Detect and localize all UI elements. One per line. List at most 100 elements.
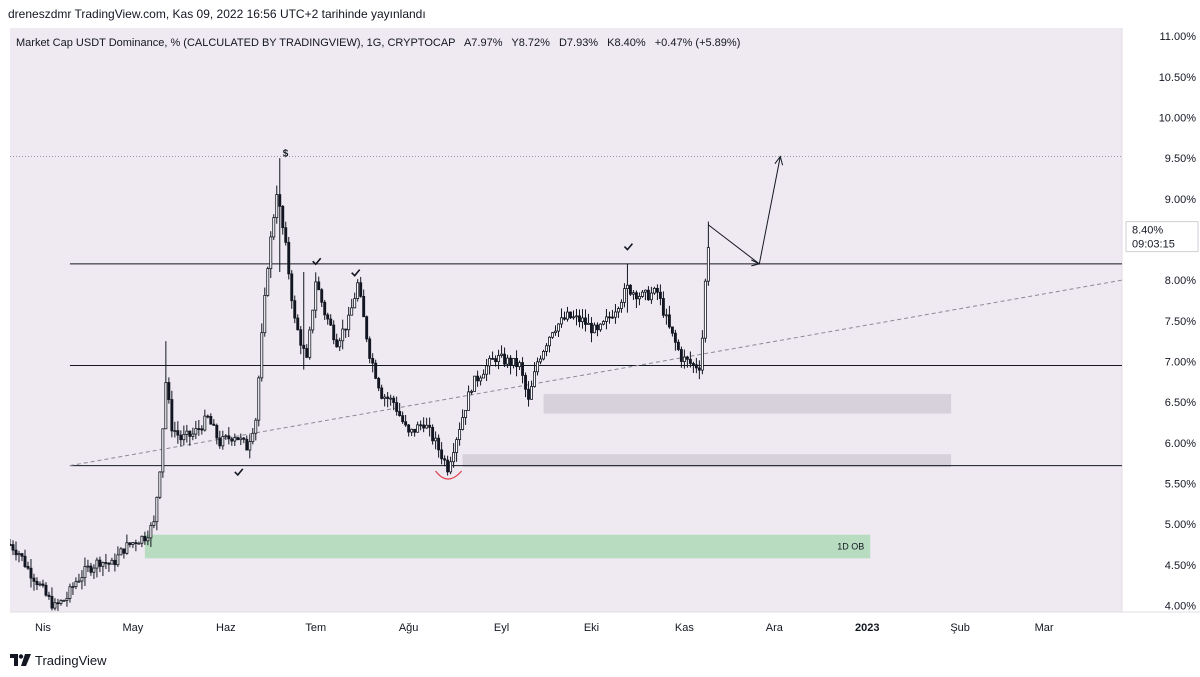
candle-body xyxy=(122,548,126,554)
candle-body xyxy=(68,586,72,599)
y-tick-label: 10.50% xyxy=(1159,72,1197,84)
candle-body xyxy=(257,377,261,421)
candle-body xyxy=(539,358,542,363)
red-arc xyxy=(435,470,463,480)
x-tick-label: 2023 xyxy=(855,622,879,634)
candle-body xyxy=(29,567,33,579)
candle-body xyxy=(284,227,288,243)
y-tick-label: 9.50% xyxy=(1165,153,1196,165)
y-tick-label: 7.50% xyxy=(1165,316,1196,328)
y-tick-label: 11.00% xyxy=(1160,31,1197,43)
candle-body xyxy=(32,577,36,582)
candle-body xyxy=(682,356,686,362)
candle-body xyxy=(455,439,459,453)
candle-body xyxy=(350,307,354,316)
candle-body xyxy=(266,268,270,296)
zone-grey-0 xyxy=(543,394,952,414)
candle-body xyxy=(431,426,435,442)
candle-body xyxy=(137,542,141,545)
candle-body xyxy=(365,316,369,340)
candle-body xyxy=(254,419,258,434)
check-mark xyxy=(234,468,244,477)
candle-body xyxy=(569,311,572,319)
candle-body xyxy=(449,461,453,473)
candle-body xyxy=(670,326,674,334)
candle-body xyxy=(685,356,689,360)
projection-midhead xyxy=(751,259,761,267)
candle-body xyxy=(649,292,653,301)
candle-body xyxy=(491,357,495,360)
candle-body xyxy=(637,296,641,300)
candle-body xyxy=(560,317,563,325)
dashed-trendline xyxy=(69,279,1123,467)
candle-body xyxy=(518,362,521,368)
candle-body xyxy=(338,340,342,348)
candle-body xyxy=(119,548,123,556)
check-mark xyxy=(312,257,322,266)
candle-body xyxy=(658,291,662,299)
legend-close: K8.40% xyxy=(607,37,646,49)
candle-body xyxy=(548,336,551,347)
candle-body xyxy=(20,553,24,557)
candle-body xyxy=(107,562,111,565)
candle-body xyxy=(248,441,252,451)
candlestick-chart[interactable]: 1D OB $4.00% 4.50% 5.00% 5.50% 6.00% 6.50% 7.00… xyxy=(10,28,1200,640)
candle-body xyxy=(392,397,396,403)
candle-body xyxy=(104,562,108,564)
candle-body xyxy=(149,525,153,539)
candle-body xyxy=(140,535,144,544)
candle-body xyxy=(620,301,623,309)
candle-body xyxy=(212,423,216,426)
candle-body xyxy=(332,324,336,341)
candle-body xyxy=(631,292,635,295)
candle-body xyxy=(512,357,515,366)
candle-body xyxy=(407,424,411,433)
candle-body xyxy=(236,437,240,441)
candle-body xyxy=(395,402,399,412)
candle-body xyxy=(353,298,357,309)
candle-body xyxy=(89,565,93,573)
candle-body xyxy=(563,317,566,320)
candle-body xyxy=(80,577,84,582)
candle-body xyxy=(83,566,87,579)
candle-body xyxy=(230,438,234,442)
candle-body xyxy=(164,382,168,430)
candle-body xyxy=(143,535,147,542)
candle-body xyxy=(41,583,45,586)
candle-body xyxy=(77,580,81,583)
candle-body xyxy=(326,314,330,320)
candle-body xyxy=(314,281,318,311)
candle-body xyxy=(452,452,456,463)
footer: TradingView xyxy=(10,652,107,668)
candle-body xyxy=(170,399,174,432)
candle-body xyxy=(428,424,432,428)
chart-panel[interactable]: 1D OB $4.00% 4.50% 5.00% 5.50% 6.00% 6.50% 7.00… xyxy=(10,28,1200,640)
x-tick-label: Şub xyxy=(950,622,970,634)
candle-body xyxy=(134,542,138,544)
x-tick-label: May xyxy=(122,622,143,634)
candle-body xyxy=(646,289,650,301)
candle-body xyxy=(47,594,51,597)
candle-body xyxy=(311,309,315,331)
candle-body xyxy=(515,357,518,368)
candle-body xyxy=(401,415,405,423)
zone-label: 1D OB xyxy=(837,542,864,552)
candle-body xyxy=(263,295,267,334)
candle-body xyxy=(206,415,210,418)
candle-body xyxy=(419,424,423,427)
y-tick-label: 9.00% xyxy=(1165,194,1196,206)
y-tick-label: 8.00% xyxy=(1165,275,1196,287)
candle-body xyxy=(527,388,530,400)
candle-body xyxy=(470,390,474,393)
candle-body xyxy=(536,361,539,373)
price-scale-background xyxy=(1122,28,1200,612)
candle-body xyxy=(113,559,117,566)
candle-body xyxy=(497,355,501,363)
candle-body xyxy=(131,542,135,545)
candle-body xyxy=(92,567,96,573)
candle-body xyxy=(440,449,444,460)
candle-body xyxy=(383,396,387,399)
candle-body xyxy=(410,428,414,433)
candle-body xyxy=(572,316,575,319)
x-tick-label: Nis xyxy=(35,622,51,634)
